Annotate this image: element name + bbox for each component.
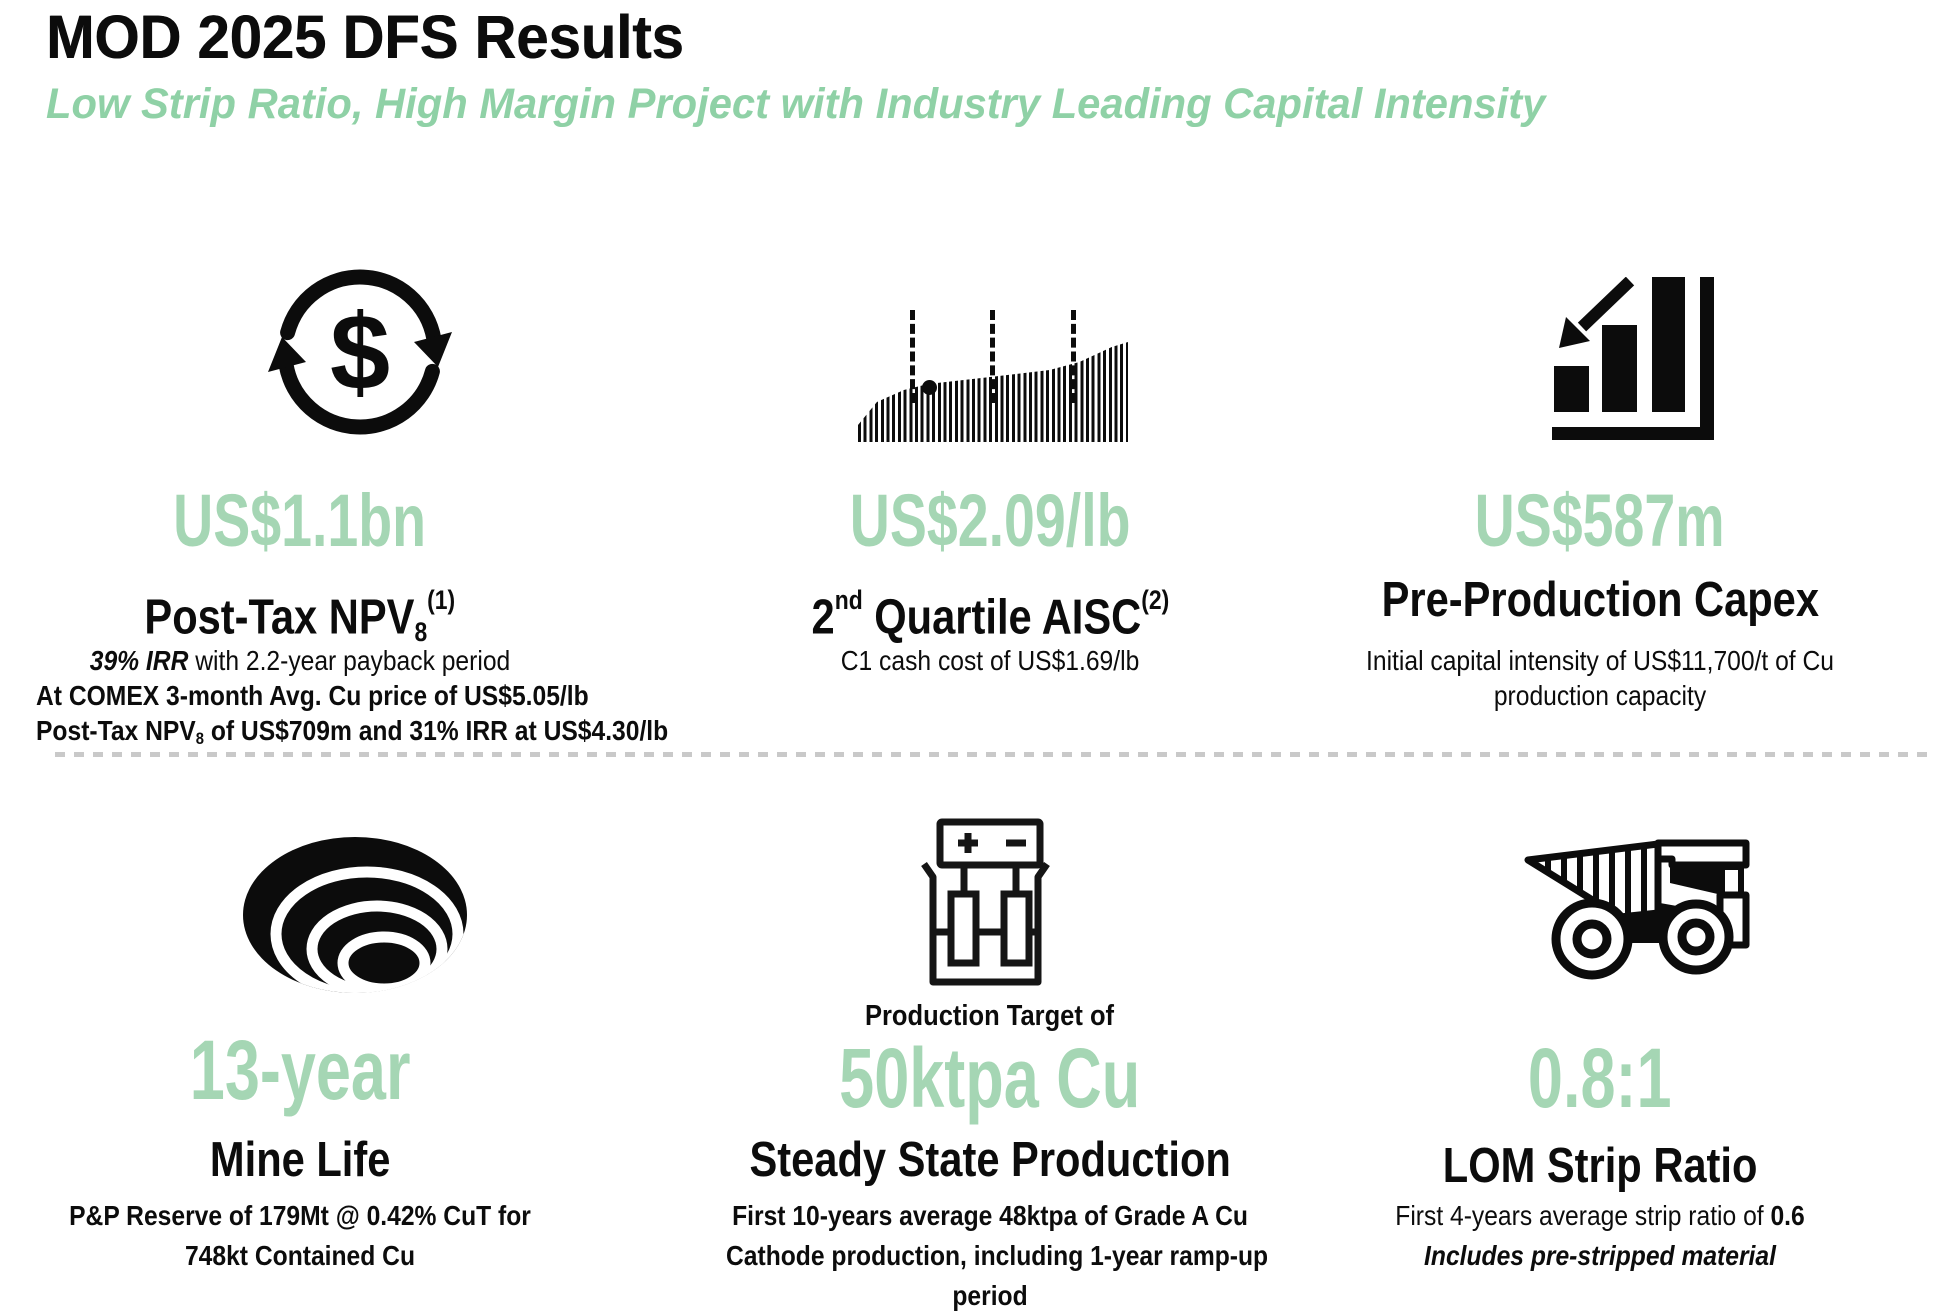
bar-chart-decline-icon (1552, 277, 1714, 440)
electrolysis-cell-icon (918, 818, 1053, 990)
npv-alt-text: Post-Tax NPV (36, 715, 196, 746)
aisc-cash-cost: C1 cash cost of US$1.69/lb (840, 645, 1140, 676)
npv-label: Post-Tax NPV8(1) (0, 568, 600, 664)
npv-label-text: Post-Tax NPV (144, 590, 415, 645)
page-subtitle: Low Strip Ratio, High Margin Project wit… (46, 80, 1546, 128)
production-value: 50ktpa Cu (839, 1031, 1141, 1125)
npv-details: 39% IRR with 2.2-year payback period At … (0, 643, 668, 756)
dashed-divider (55, 752, 1934, 757)
mining-truck-icon (1520, 833, 1750, 990)
aisc-details: C1 cash cost of US$1.69/lb (690, 643, 1290, 678)
npv-value: US$1.1bn (173, 479, 427, 562)
mine-life-label: Mine Life (209, 1133, 391, 1187)
mine-life-details: P&P Reserve of 179Mt @ 0.42% CuT for 748… (0, 1196, 600, 1276)
production-details: First 10-years average 48ktpa of Grade A… (690, 1196, 1290, 1316)
production-target-caption: Production Target of (865, 1000, 1115, 1032)
aisc-label-num: 2 (811, 590, 835, 645)
npv-footnote-ref: (1) (427, 585, 456, 615)
capex-label: Pre-Production Capex (1381, 573, 1819, 627)
capex-intensity-line1: Initial capital intensity of US$11,700/t… (1366, 645, 1834, 676)
aisc-label: 2nd Quartile AISC(2) (690, 568, 1290, 661)
reserve-line2: 748kt Contained Cu (184, 1240, 416, 1271)
aisc-footnote-ref: (2) (1140, 585, 1169, 615)
strip-ratio-number: 0.6 (1770, 1200, 1805, 1231)
capex-value: US$587m (1475, 479, 1725, 562)
capex-details: Initial capital intensity of US$11,700/t… (1300, 643, 1900, 713)
npv-label-subscript: 8 (414, 616, 428, 647)
capex-intensity-line2: production capacity (1493, 680, 1707, 711)
quartile-line-2 (990, 310, 995, 403)
npv-irr-highlight: 39% IRR (89, 645, 189, 676)
production-line2: Cathode production, including 1-year ram… (726, 1240, 1269, 1271)
strip-ratio-value: 0.8:1 (1528, 1031, 1672, 1125)
aisc-label-ordinal: nd (834, 585, 863, 615)
reserve-line1: P&P Reserve of 179Mt @ 0.42% CuT for (69, 1200, 531, 1231)
aisc-label-text: Quartile AISC (862, 590, 1141, 645)
dollar-cycle-icon: $ (268, 252, 452, 448)
open-pit-icon (240, 835, 470, 1000)
quartile-line-3 (1071, 310, 1076, 403)
page-title: MOD 2025 DFS Results (46, 3, 684, 71)
svg-text:$: $ (330, 291, 390, 412)
production-line3: period (952, 1280, 1028, 1311)
npv-alt-rest: of US$709m and 31% IRR at US$4.30/lb (203, 715, 669, 746)
position-dot (922, 380, 937, 395)
aisc-value: US$2.09/lb (849, 479, 1131, 562)
production-label: Steady State Production (749, 1133, 1231, 1187)
strip-ratio-details: First 4-years average strip ratio of 0.6… (1300, 1196, 1900, 1276)
mine-life-value: 13-year (189, 1023, 411, 1117)
strip-ratio-text: First 4-years average strip ratio of (1395, 1200, 1771, 1231)
npv-price-assumption: At COMEX 3-month Avg. Cu price of US$5.0… (36, 680, 589, 711)
cost-curve-icon (858, 310, 1128, 442)
npv-alt-subscript: 8 (195, 729, 204, 749)
npv-payback-text: with 2.2-year payback period (188, 645, 511, 676)
quartile-line-1 (910, 310, 915, 403)
strip-ratio-label: LOM Strip Ratio (1442, 1139, 1758, 1193)
production-line1: First 10-years average 48ktpa of Grade A… (732, 1200, 1248, 1231)
strip-ratio-note: Includes pre-stripped material (1424, 1240, 1776, 1271)
